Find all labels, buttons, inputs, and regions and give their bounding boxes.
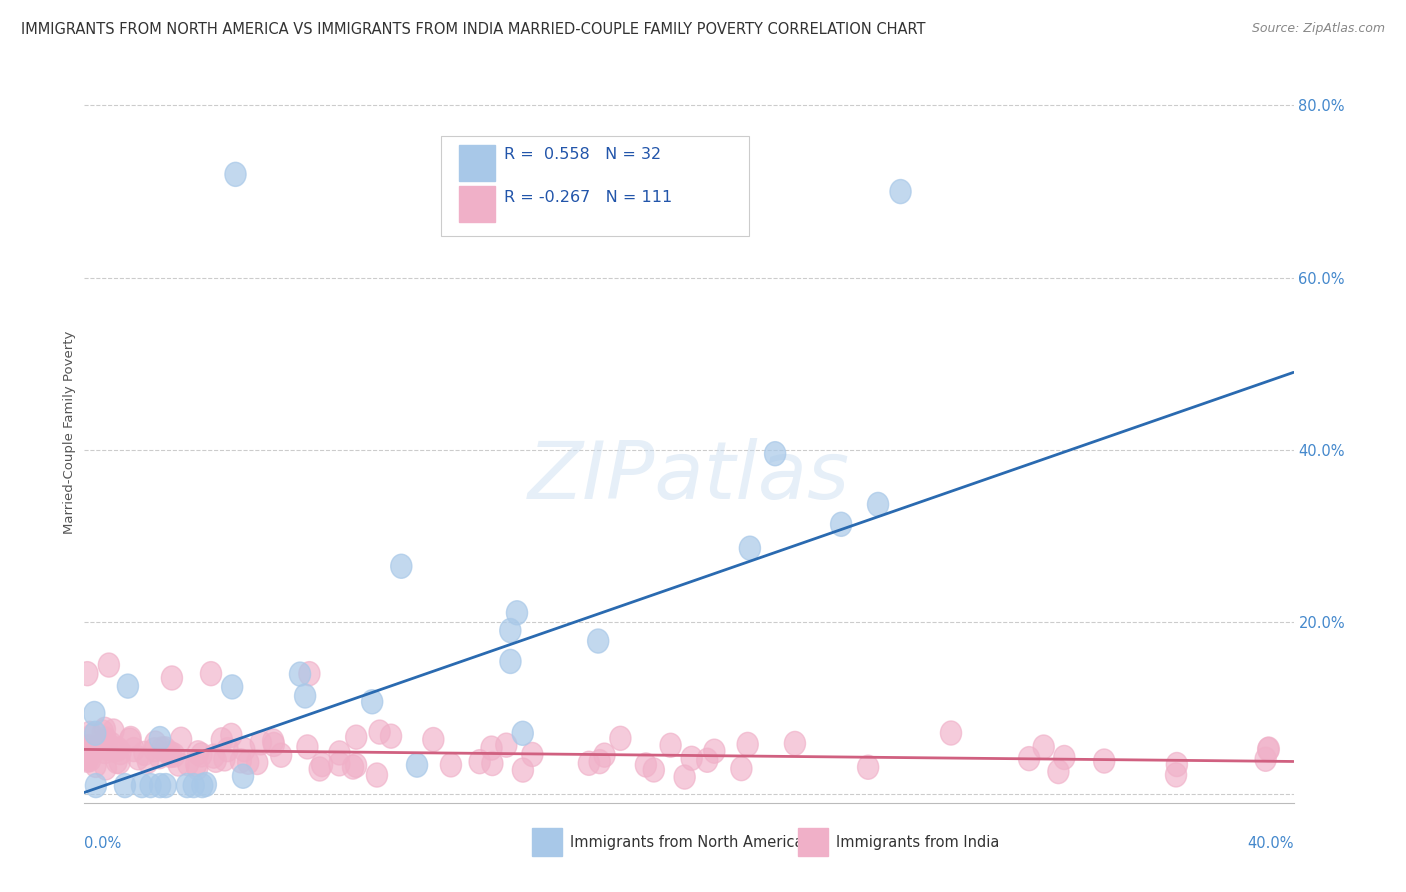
FancyBboxPatch shape [441,136,749,236]
Text: ZIPatlas: ZIPatlas [527,438,851,516]
FancyBboxPatch shape [460,186,495,221]
Y-axis label: Married-Couple Family Poverty: Married-Couple Family Poverty [63,331,76,534]
FancyBboxPatch shape [797,828,828,856]
Text: Source: ZipAtlas.com: Source: ZipAtlas.com [1251,22,1385,36]
FancyBboxPatch shape [531,828,562,856]
FancyBboxPatch shape [460,145,495,181]
Text: 0.0%: 0.0% [84,836,121,851]
Text: R =  0.558   N = 32: R = 0.558 N = 32 [503,147,661,162]
Text: Immigrants from North America: Immigrants from North America [571,835,804,849]
Text: R = -0.267   N = 111: R = -0.267 N = 111 [503,190,672,205]
Text: 40.0%: 40.0% [1247,836,1294,851]
Text: IMMIGRANTS FROM NORTH AMERICA VS IMMIGRANTS FROM INDIA MARRIED-COUPLE FAMILY POV: IMMIGRANTS FROM NORTH AMERICA VS IMMIGRA… [21,22,925,37]
Text: Immigrants from India: Immigrants from India [837,835,1000,849]
